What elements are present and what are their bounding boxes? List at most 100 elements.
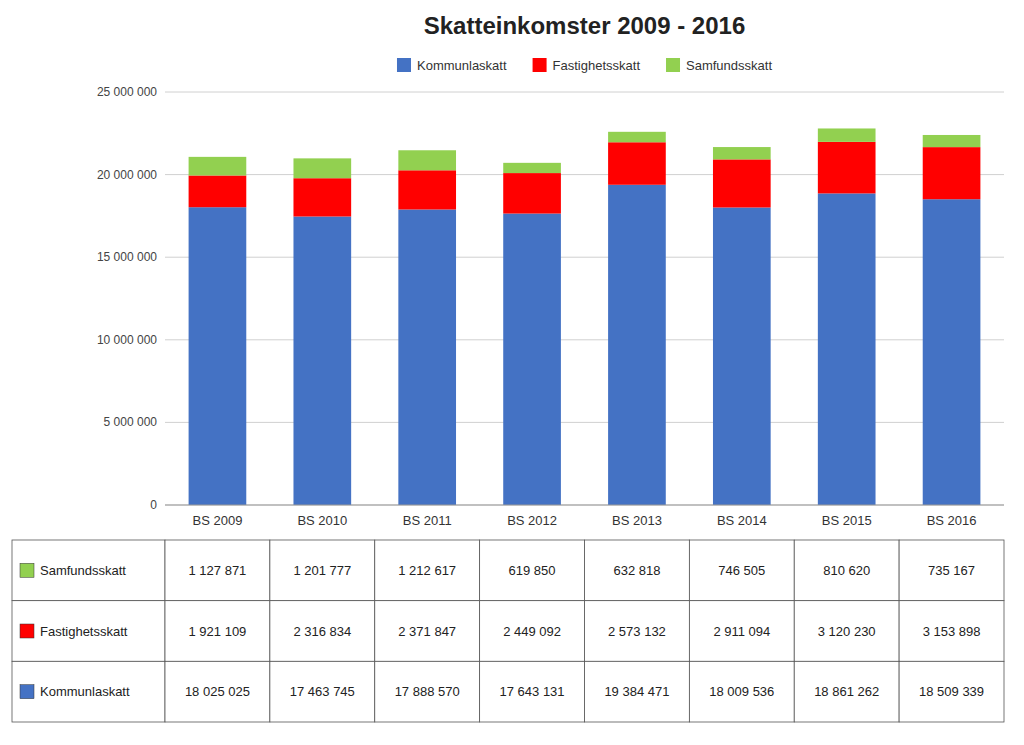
y-tick-label: 0 [150,498,157,512]
table-cell [794,601,899,662]
table-label-cell [12,661,165,722]
grid-line [165,505,1004,506]
grid-line [165,92,1004,93]
table-cell [585,661,690,722]
table-value: 810 620 [823,563,870,578]
y-tick-label: 25 000 000 [97,85,157,99]
table-cell [899,661,1004,722]
bar [818,128,876,141]
legend-swatch [397,58,411,72]
x-tick-label: BS 2013 [612,513,662,528]
legend-label: Kommunlaskatt [417,58,507,73]
table-cell [270,661,375,722]
legend-item: Fastighetsskatt [533,58,641,73]
bars [189,128,981,505]
x-tick-label: BS 2015 [822,513,872,528]
table-cell [689,661,794,722]
x-tick-label: BS 2010 [297,513,347,528]
y-tick-label: 10 000 000 [97,333,157,347]
bar [398,209,456,505]
y-axis: 05 000 00010 000 00015 000 00020 000 000… [97,85,157,512]
table-cell [375,661,480,722]
bar [713,159,771,207]
table-value: 17 463 745 [290,684,355,699]
table-value: 18 509 339 [919,684,984,699]
title: Skatteinkomster 2009 - 2016 [424,12,746,39]
table-value: 2 911 094 [713,624,770,639]
table-cell [585,540,690,601]
table-cell [480,601,585,662]
table-row-label: Fastighetsskatt [40,624,128,639]
x-axis: BS 2009 BS 2010 BS 2011 BS 2012 BS 2013 BS 20… [193,513,977,528]
table-swatch [20,624,34,638]
table-cell [270,601,375,662]
y-tick-label: 5 000 000 [104,415,158,429]
bar [189,207,247,505]
x-tick-label: BS 2012 [507,513,557,528]
bar [608,185,666,505]
legend-swatch [533,58,547,72]
legend: Kommunlaskatt Fastighetsskatt Samfundsskat… [397,58,772,73]
bar [923,147,981,199]
table-cell [689,540,794,601]
table-value: 619 850 [509,563,556,578]
table-value: 2 371 847 [398,624,456,639]
grid-line [165,339,1004,340]
legend-item: Samfundsskatt [666,58,772,73]
bar [503,163,561,173]
table-cell [794,540,899,601]
table-cell [165,540,270,601]
bar [608,142,666,185]
table-row-label: Samfundsskatt [40,563,126,578]
table-value: 1 212 617 [398,563,456,578]
legend-label: Fastighetsskatt [553,58,641,73]
bar [398,150,456,170]
bar [189,175,247,207]
chart: Skatteinkomster 2009 - 2016 0 5 000 000 10 … [0,0,1024,745]
table-value: 1 201 777 [293,563,351,578]
table-value: 19 384 471 [604,684,669,699]
legend-label: Samfundsskatt [686,58,772,73]
x-tick-label: BS 2016 [927,513,977,528]
table-value: 735 167 [928,563,975,578]
x-tick-label: BS 2011 [403,513,452,528]
table-row-label: Kommunlaskatt [40,684,130,699]
table-value: 746 505 [718,563,765,578]
table-value: 2 573 132 [608,624,666,639]
legend-swatch [666,58,680,72]
table-label-cell [12,540,165,601]
data-table: Samfundsskatt1 127 8711 201 7771 212 617… [12,540,1004,722]
table-cell [480,661,585,722]
x-tick-label: BS 2009 [193,513,243,528]
bar [713,147,771,159]
bar [293,216,351,505]
grid-line [165,422,1004,423]
legend-item: Kommunlaskatt [397,58,507,73]
table-swatch [20,563,34,577]
table-value: 632 818 [613,563,660,578]
table-cell [794,661,899,722]
bar [503,214,561,505]
table-cell [480,540,585,601]
bar [189,157,247,176]
x-tick-label: BS 2014 [717,513,767,528]
table-cell [585,601,690,662]
table-value: 17 888 570 [395,684,460,699]
table-value: 18 025 025 [185,684,250,699]
table-value: 17 643 131 [500,684,565,699]
table-value: 1 921 109 [189,624,247,639]
table-cell [375,601,480,662]
grid-line [165,174,1004,175]
bar [503,173,561,213]
table-cell [375,540,480,601]
x-axis-line [165,505,1004,506]
bar [398,170,456,209]
bar [818,142,876,194]
grid [165,92,1004,505]
table-cell [689,601,794,662]
table-swatch [20,685,34,699]
bar [608,132,666,142]
table-label-cell [12,601,165,662]
y-tick-label: 15 000 000 [97,250,157,264]
table-cell [165,601,270,662]
